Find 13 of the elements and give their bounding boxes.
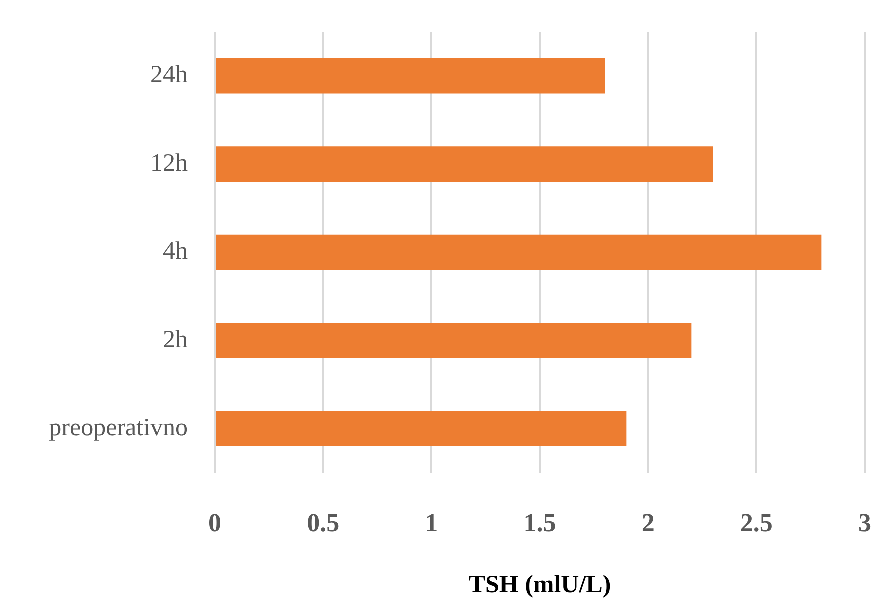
x-axis-title: TSH (mlU/L) — [468, 571, 612, 598]
x-tick-label: 2.5 — [740, 508, 773, 538]
x-tick-label: 3 — [858, 508, 872, 538]
x-tick-label: 0 — [208, 508, 222, 538]
y-tick-label: 24h — [150, 62, 188, 89]
x-tick-label: 1 — [425, 508, 438, 538]
x-tick-label: 1.5 — [524, 508, 556, 538]
x-tick-label: 0.5 — [307, 508, 340, 538]
y-tick-label: 2h — [163, 326, 188, 354]
x-tick-label: 2 — [642, 508, 655, 538]
y-tick-label: 12h — [150, 150, 188, 177]
y-tick-label: preoperativno — [49, 414, 188, 442]
y-tick-label: 4h — [163, 238, 188, 266]
